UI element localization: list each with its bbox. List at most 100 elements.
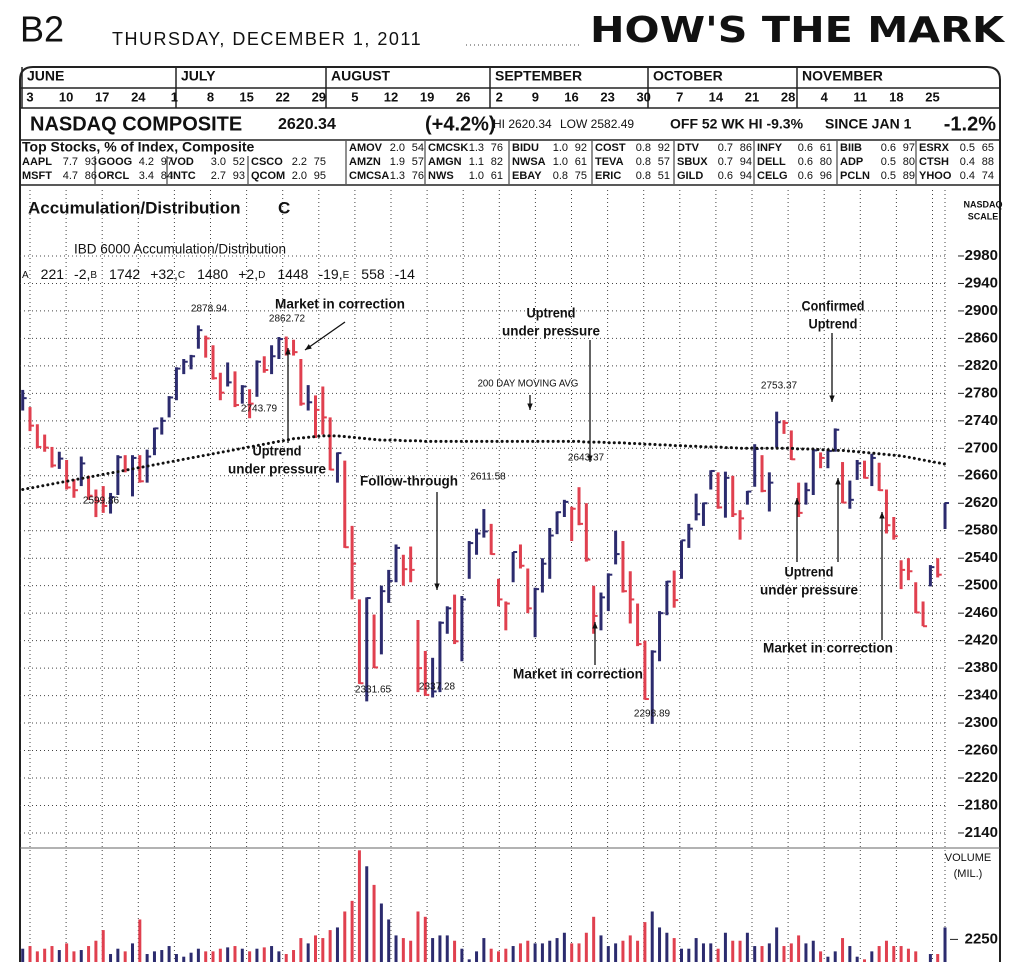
annotation: Uptrend (253, 443, 302, 459)
annotation: Confirmed (802, 298, 865, 314)
top-stocks-title: Top Stocks, % of Index, Composite (22, 139, 255, 155)
price-label: 2337.28 (419, 682, 456, 693)
volume-bar (423, 916, 427, 962)
stock-rank: 57 (412, 156, 424, 168)
annotation-arrow (304, 321, 346, 351)
ad-rating-grade: D (258, 270, 265, 281)
volume-bar (174, 954, 178, 962)
week-label: 17 (95, 89, 109, 104)
volume-bar (226, 947, 230, 962)
volume-bar (467, 959, 471, 962)
volume-bar (497, 951, 500, 962)
stock-ticker: SBUX (677, 156, 708, 168)
arrow-head (835, 478, 841, 485)
stock-pct: 1.0 (553, 156, 568, 168)
stock-ticker: MSFT (22, 170, 52, 182)
volume-bar (870, 951, 874, 962)
volume-bar (94, 940, 98, 962)
stock-rank: 65 (982, 142, 994, 154)
y-tick-label: 2220 (965, 769, 998, 786)
moving-average (21, 434, 947, 491)
volume-bar (262, 947, 266, 962)
annotation: under pressure (502, 323, 600, 339)
week-label: 25 (925, 89, 939, 104)
volume-bar (892, 946, 896, 962)
volume-bar (211, 951, 215, 962)
price-label: 2643.37 (568, 453, 605, 464)
volume-bar (548, 940, 552, 962)
week-label: 1 (171, 89, 178, 104)
volume-bar (438, 935, 442, 962)
volume-bar (906, 948, 910, 962)
y-tick-label: 2700 (965, 439, 998, 456)
stock-ticker: NWSA (512, 156, 546, 168)
arrow-head (879, 512, 885, 519)
stock-pct: 7.7 (63, 156, 78, 168)
volume-bar (343, 911, 347, 962)
price-label: 2298.89 (634, 709, 671, 720)
volume-bar (504, 948, 508, 962)
volume-label: VOLUME (945, 852, 991, 864)
week-label: 15 (239, 89, 253, 104)
volume-bar (328, 930, 332, 962)
y-tick-label: 2140 (965, 824, 998, 841)
price-label: 2611.58 (470, 472, 506, 483)
volume-bar (636, 940, 640, 962)
stock-pct: 0.7 (718, 156, 733, 168)
annotation: Follow-through (360, 473, 458, 489)
index-hi: HI 2620.34 (493, 117, 552, 131)
volume-bar (28, 946, 32, 962)
stock-pct: 1.0 (469, 170, 484, 182)
volume-bar (723, 932, 727, 962)
ad-ratings: A 221 -2,B 1742 +32,C 1480 +2,D 1448 -19,E 558 -14 (22, 266, 415, 282)
stock-rank: 82 (491, 156, 503, 168)
volume-bar (321, 938, 325, 962)
volume-bar (680, 948, 683, 962)
volume-bar (152, 951, 156, 962)
stock-rank: 93 (85, 156, 97, 168)
volume-bar (709, 943, 713, 962)
week-label: 19 (420, 89, 434, 104)
volume-bar (409, 940, 413, 962)
volume-bar (145, 954, 149, 962)
volume-bar (943, 927, 947, 962)
stock-rank: 74 (982, 170, 994, 182)
volume-bar (416, 911, 420, 962)
stock-ticker: GOOG (98, 156, 132, 168)
volume-bar (650, 911, 654, 962)
volume-bar (518, 943, 522, 962)
volume-bar (570, 943, 574, 962)
stock-rank: 61 (575, 156, 587, 168)
volume-bar (160, 950, 164, 962)
volume-bar (863, 959, 866, 962)
volume-bar (614, 943, 618, 962)
stock-pct: 0.5 (881, 156, 896, 168)
stock-pct: 0.6 (798, 170, 813, 182)
volume-bar (767, 943, 771, 962)
stock-pct: 0.8 (553, 170, 568, 182)
stock-rank: 92 (658, 142, 670, 154)
volume-bar (453, 940, 457, 962)
volume-bar (716, 948, 720, 962)
stock-pct: 1.9 (390, 156, 405, 168)
volume-bar (841, 938, 845, 962)
ad-rating-grade: A (22, 270, 29, 281)
stock-pct: 1.1 (469, 156, 484, 168)
stock-rank: 52 (233, 156, 245, 168)
volume-bar (306, 943, 310, 962)
stock-rank: 54 (412, 142, 424, 154)
stock-rank: 97 (903, 142, 915, 154)
stock-ticker: CMCSA (349, 170, 389, 182)
volume-bar (577, 943, 581, 962)
annotation: Market in correction (763, 640, 893, 656)
volume-bar (167, 946, 171, 962)
ad-rating-grade: B (90, 270, 97, 281)
volume-bar (401, 938, 405, 962)
volume-bar (782, 946, 786, 962)
volume-bar (79, 950, 83, 962)
y-tick-label: 2900 (965, 302, 998, 319)
week-label: 5 (351, 89, 358, 104)
ad-rating-count: 1480 (197, 266, 228, 282)
stock-pct: 0.5 (960, 142, 975, 154)
annotation: under pressure (228, 461, 326, 477)
